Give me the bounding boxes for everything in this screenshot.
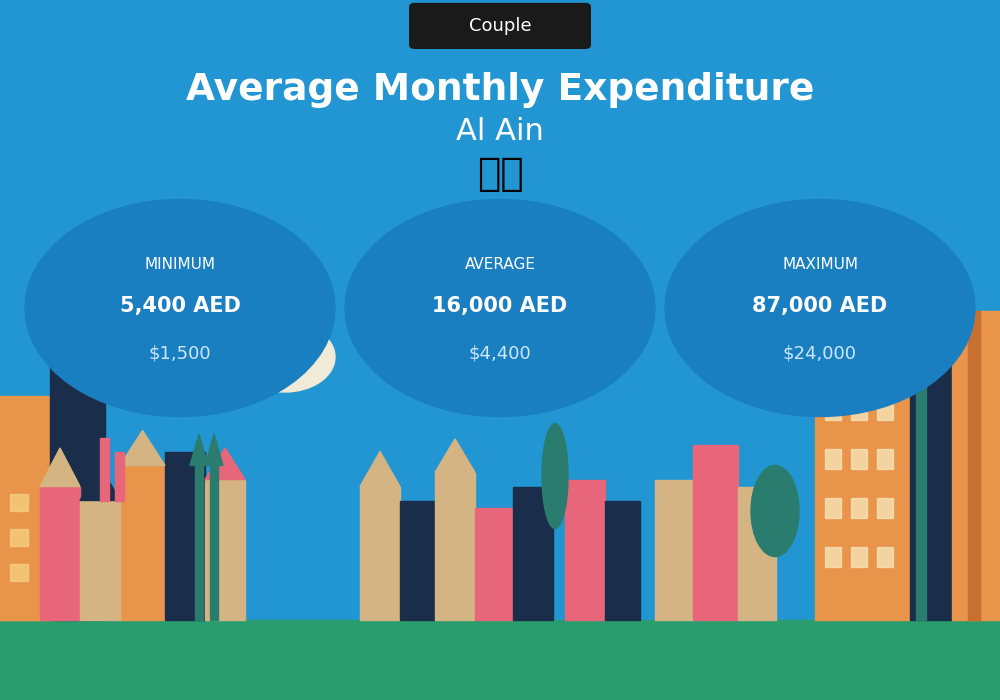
Circle shape — [477, 316, 573, 384]
Circle shape — [345, 199, 655, 416]
Bar — [825, 400, 841, 420]
Polygon shape — [422, 341, 488, 387]
Text: $1,500: $1,500 — [149, 344, 211, 363]
Bar — [400, 500, 435, 620]
Text: 87,000 AED: 87,000 AED — [752, 296, 888, 316]
Bar — [952, 312, 1000, 620]
Bar — [825, 449, 841, 469]
Polygon shape — [542, 424, 568, 528]
Bar — [50, 354, 105, 620]
Polygon shape — [80, 466, 120, 500]
Circle shape — [703, 268, 847, 369]
Bar — [851, 351, 867, 371]
Bar — [360, 486, 400, 620]
Circle shape — [173, 317, 277, 390]
Bar — [605, 500, 640, 620]
Text: Average Monthly Expenditure: Average Monthly Expenditure — [186, 71, 814, 108]
Polygon shape — [120, 430, 165, 466]
Text: 16,000 AED: 16,000 AED — [432, 296, 568, 316]
Bar — [851, 400, 867, 420]
Bar — [825, 498, 841, 518]
Text: AVERAGE: AVERAGE — [464, 257, 536, 272]
Polygon shape — [190, 434, 208, 466]
Bar — [205, 480, 245, 620]
Text: Couple: Couple — [469, 17, 531, 35]
Bar — [435, 473, 475, 620]
Bar — [10, 564, 28, 581]
Text: $24,000: $24,000 — [783, 344, 857, 363]
Polygon shape — [762, 320, 838, 373]
Bar — [693, 444, 738, 620]
Circle shape — [665, 199, 975, 416]
Bar — [877, 498, 893, 518]
FancyBboxPatch shape — [409, 3, 591, 49]
Bar — [565, 480, 605, 620]
Circle shape — [187, 292, 323, 387]
Polygon shape — [360, 452, 400, 486]
Bar — [115, 452, 124, 500]
Circle shape — [430, 287, 560, 378]
Bar — [210, 466, 218, 620]
Ellipse shape — [751, 466, 799, 556]
Bar — [877, 449, 893, 469]
Bar — [877, 400, 893, 420]
Circle shape — [25, 199, 335, 416]
Bar — [815, 298, 910, 620]
Bar — [851, 498, 867, 518]
Bar — [513, 486, 553, 620]
Polygon shape — [137, 341, 213, 394]
Bar — [100, 438, 109, 500]
Bar — [851, 547, 867, 567]
Bar — [195, 466, 203, 620]
Bar — [165, 452, 205, 620]
Bar — [877, 351, 893, 371]
Bar — [10, 528, 28, 546]
Circle shape — [691, 295, 799, 370]
Polygon shape — [435, 439, 475, 472]
Text: MINIMUM: MINIMUM — [144, 257, 216, 272]
Polygon shape — [205, 448, 245, 480]
Bar — [10, 494, 28, 511]
Bar — [80, 500, 120, 620]
Polygon shape — [40, 448, 80, 486]
Bar — [851, 449, 867, 469]
Text: 🇪🇦: 🇪🇦 — [477, 155, 523, 192]
Bar — [825, 351, 841, 371]
Text: $4,400: $4,400 — [469, 344, 531, 363]
Polygon shape — [205, 434, 223, 466]
Bar — [0, 438, 40, 620]
Bar — [0, 395, 55, 620]
Bar — [40, 486, 80, 620]
Bar — [655, 480, 693, 620]
Bar — [120, 466, 165, 620]
Bar — [968, 312, 980, 620]
Bar — [825, 547, 841, 567]
Bar — [916, 340, 926, 620]
Circle shape — [235, 322, 335, 392]
Text: MAXIMUM: MAXIMUM — [782, 257, 858, 272]
Bar — [910, 340, 952, 620]
Bar — [0, 620, 1000, 700]
Text: 5,400 AED: 5,400 AED — [120, 296, 240, 316]
Bar — [877, 547, 893, 567]
Circle shape — [758, 301, 858, 371]
Bar — [475, 508, 513, 620]
Circle shape — [417, 313, 513, 380]
Text: Al Ain: Al Ain — [456, 117, 544, 146]
Bar — [738, 486, 776, 620]
